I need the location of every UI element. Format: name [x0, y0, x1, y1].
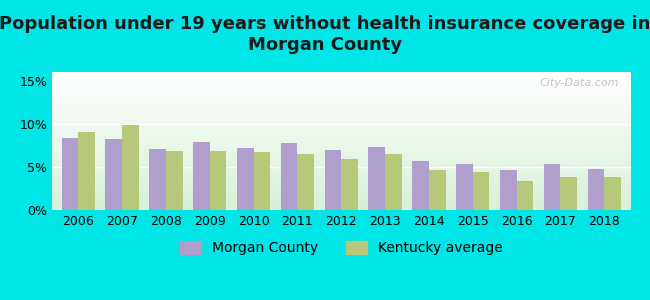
Bar — [517, 181, 533, 210]
Bar — [588, 169, 604, 210]
Bar — [105, 139, 122, 210]
Bar — [150, 149, 166, 210]
Bar — [193, 142, 210, 210]
Bar — [122, 124, 139, 210]
Bar — [500, 170, 517, 210]
Bar — [369, 147, 385, 210]
Bar — [456, 164, 473, 210]
Bar — [604, 177, 621, 210]
Bar — [166, 151, 183, 210]
Bar — [429, 170, 445, 210]
Bar — [324, 150, 341, 210]
Bar — [543, 164, 560, 210]
Text: Population under 19 years without health insurance coverage in
Morgan County: Population under 19 years without health… — [0, 15, 650, 54]
Bar — [281, 143, 298, 210]
Bar — [473, 172, 489, 210]
Legend: Morgan County, Kentucky average: Morgan County, Kentucky average — [174, 236, 508, 261]
Text: City-Data.com: City-Data.com — [540, 77, 619, 88]
Bar — [254, 152, 270, 210]
Bar — [62, 138, 78, 210]
Bar — [412, 161, 429, 210]
Bar — [341, 159, 358, 210]
Bar — [237, 148, 254, 210]
Bar — [298, 154, 314, 210]
Bar — [385, 154, 402, 210]
Bar — [78, 132, 95, 210]
Bar — [210, 151, 226, 210]
Bar — [560, 177, 577, 210]
